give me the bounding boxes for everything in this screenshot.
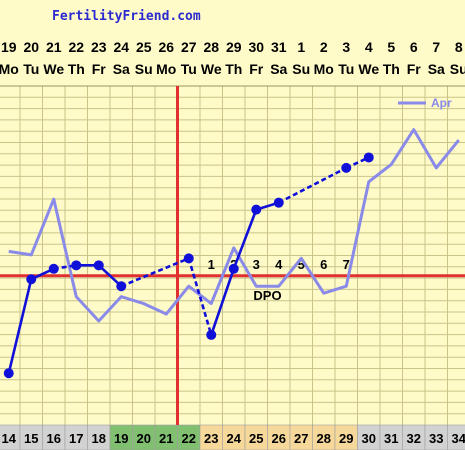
cycle-day-label: 29 [339,431,353,446]
temperature-point [116,281,127,292]
temperature-point [48,263,59,274]
date-label: 4 [365,39,373,55]
weekday-label: Fr [92,61,107,77]
date-label: 21 [46,39,62,55]
cycle-day-label: 26 [272,431,286,446]
date-label: 23 [91,39,107,55]
cycle-day-label: 17 [69,431,83,446]
date-label: 1 [297,39,305,55]
cycle-day-label: 28 [317,431,331,446]
temperature-point [71,260,82,271]
cycle-day-label: 15 [24,431,38,446]
weekday-label: Th [383,61,400,77]
date-label: 6 [410,39,418,55]
weekday-label: Tu [23,61,39,77]
date-label: 19 [1,39,17,55]
date-label: 26 [158,39,174,55]
cycle-day-label: 24 [227,431,242,446]
date-label: 22 [68,39,84,55]
weekday-label: Su [135,61,153,77]
dpo-number: 1 [208,257,215,272]
date-label: 31 [271,39,287,55]
cycle-day-label: 33 [429,431,443,446]
weekday-label: Sa [113,61,130,77]
weekday-label: Fr [407,61,422,77]
cycle-day-label: 20 [137,431,151,446]
weekday-label: We [201,61,222,77]
weekday-label: Su [292,61,310,77]
date-label: 7 [432,39,440,55]
weekday-label: Su [450,61,465,77]
cycle-day-label: 31 [384,431,398,446]
temperature-segment [232,209,258,270]
cycle-day-label: 23 [204,431,218,446]
temperature-point [26,274,37,285]
cycle-day-label: 22 [182,431,196,446]
cycle-day-label: 19 [114,431,128,446]
date-label: 25 [136,39,152,55]
date-label: 5 [387,39,395,55]
date-label: 3 [342,39,350,55]
dpo-number: 3 [253,257,260,272]
dpo-number: 6 [320,257,327,272]
temperature-point [273,197,284,208]
temperature-segment [278,166,347,204]
temperature-point [206,329,217,340]
date-label: 30 [248,39,264,55]
watermark-text: FertilityFriend.com [52,9,201,24]
temperature-point [183,253,194,264]
weekday-label: Th [68,61,85,77]
comparison-series-line [8,128,460,323]
weekday-label: Fr [249,61,264,77]
cycle-day-label: 32 [407,431,421,446]
temperature-point [341,162,352,173]
temperature-segment [210,268,235,336]
dpo-number: 7 [343,257,350,272]
weekday-label: Tu [181,61,197,77]
dpo-number: 4 [275,257,283,272]
cycle-day-label: 34 [452,431,465,446]
temperature-point [93,260,104,271]
date-label: 20 [23,39,39,55]
weekday-label: Mo [314,61,334,77]
cycle-day-label: 25 [249,431,263,446]
date-label: 28 [203,39,219,55]
date-label: 24 [113,39,129,55]
weekday-label: We [358,61,379,77]
temperature-point [228,263,239,274]
date-label: 27 [181,39,197,55]
cycle-day-label: 21 [159,431,173,446]
weekday-label: Sa [270,61,287,77]
temperature-segment [120,257,190,288]
temperature-point [363,152,374,163]
weekday-label: We [43,61,64,77]
weekday-label: Tu [338,61,354,77]
temperature-segment [7,278,33,374]
cycle-day-cell [447,424,465,450]
weekday-label: Sa [428,61,445,77]
dpo-label: DPO [253,288,281,303]
cycle-day-label: 16 [47,431,61,446]
cycle-day-label: 30 [362,431,376,446]
date-label: 8 [455,39,463,55]
temperature-point [3,368,14,379]
legend-label: Apr [431,96,452,110]
cycle-day-label: 27 [294,431,308,446]
weekday-label: Mo [156,61,176,77]
cycle-day-label: 18 [92,431,106,446]
date-label: 29 [226,39,242,55]
temperature-point [251,204,262,215]
dpo-number: 5 [298,257,305,272]
weekday-label: Th [225,61,242,77]
date-label: 2 [320,39,328,55]
temperature-segment [187,257,213,336]
weekday-label: Mo [0,61,19,77]
cycle-day-label: 14 [2,431,17,446]
temperature-segment [97,264,123,288]
